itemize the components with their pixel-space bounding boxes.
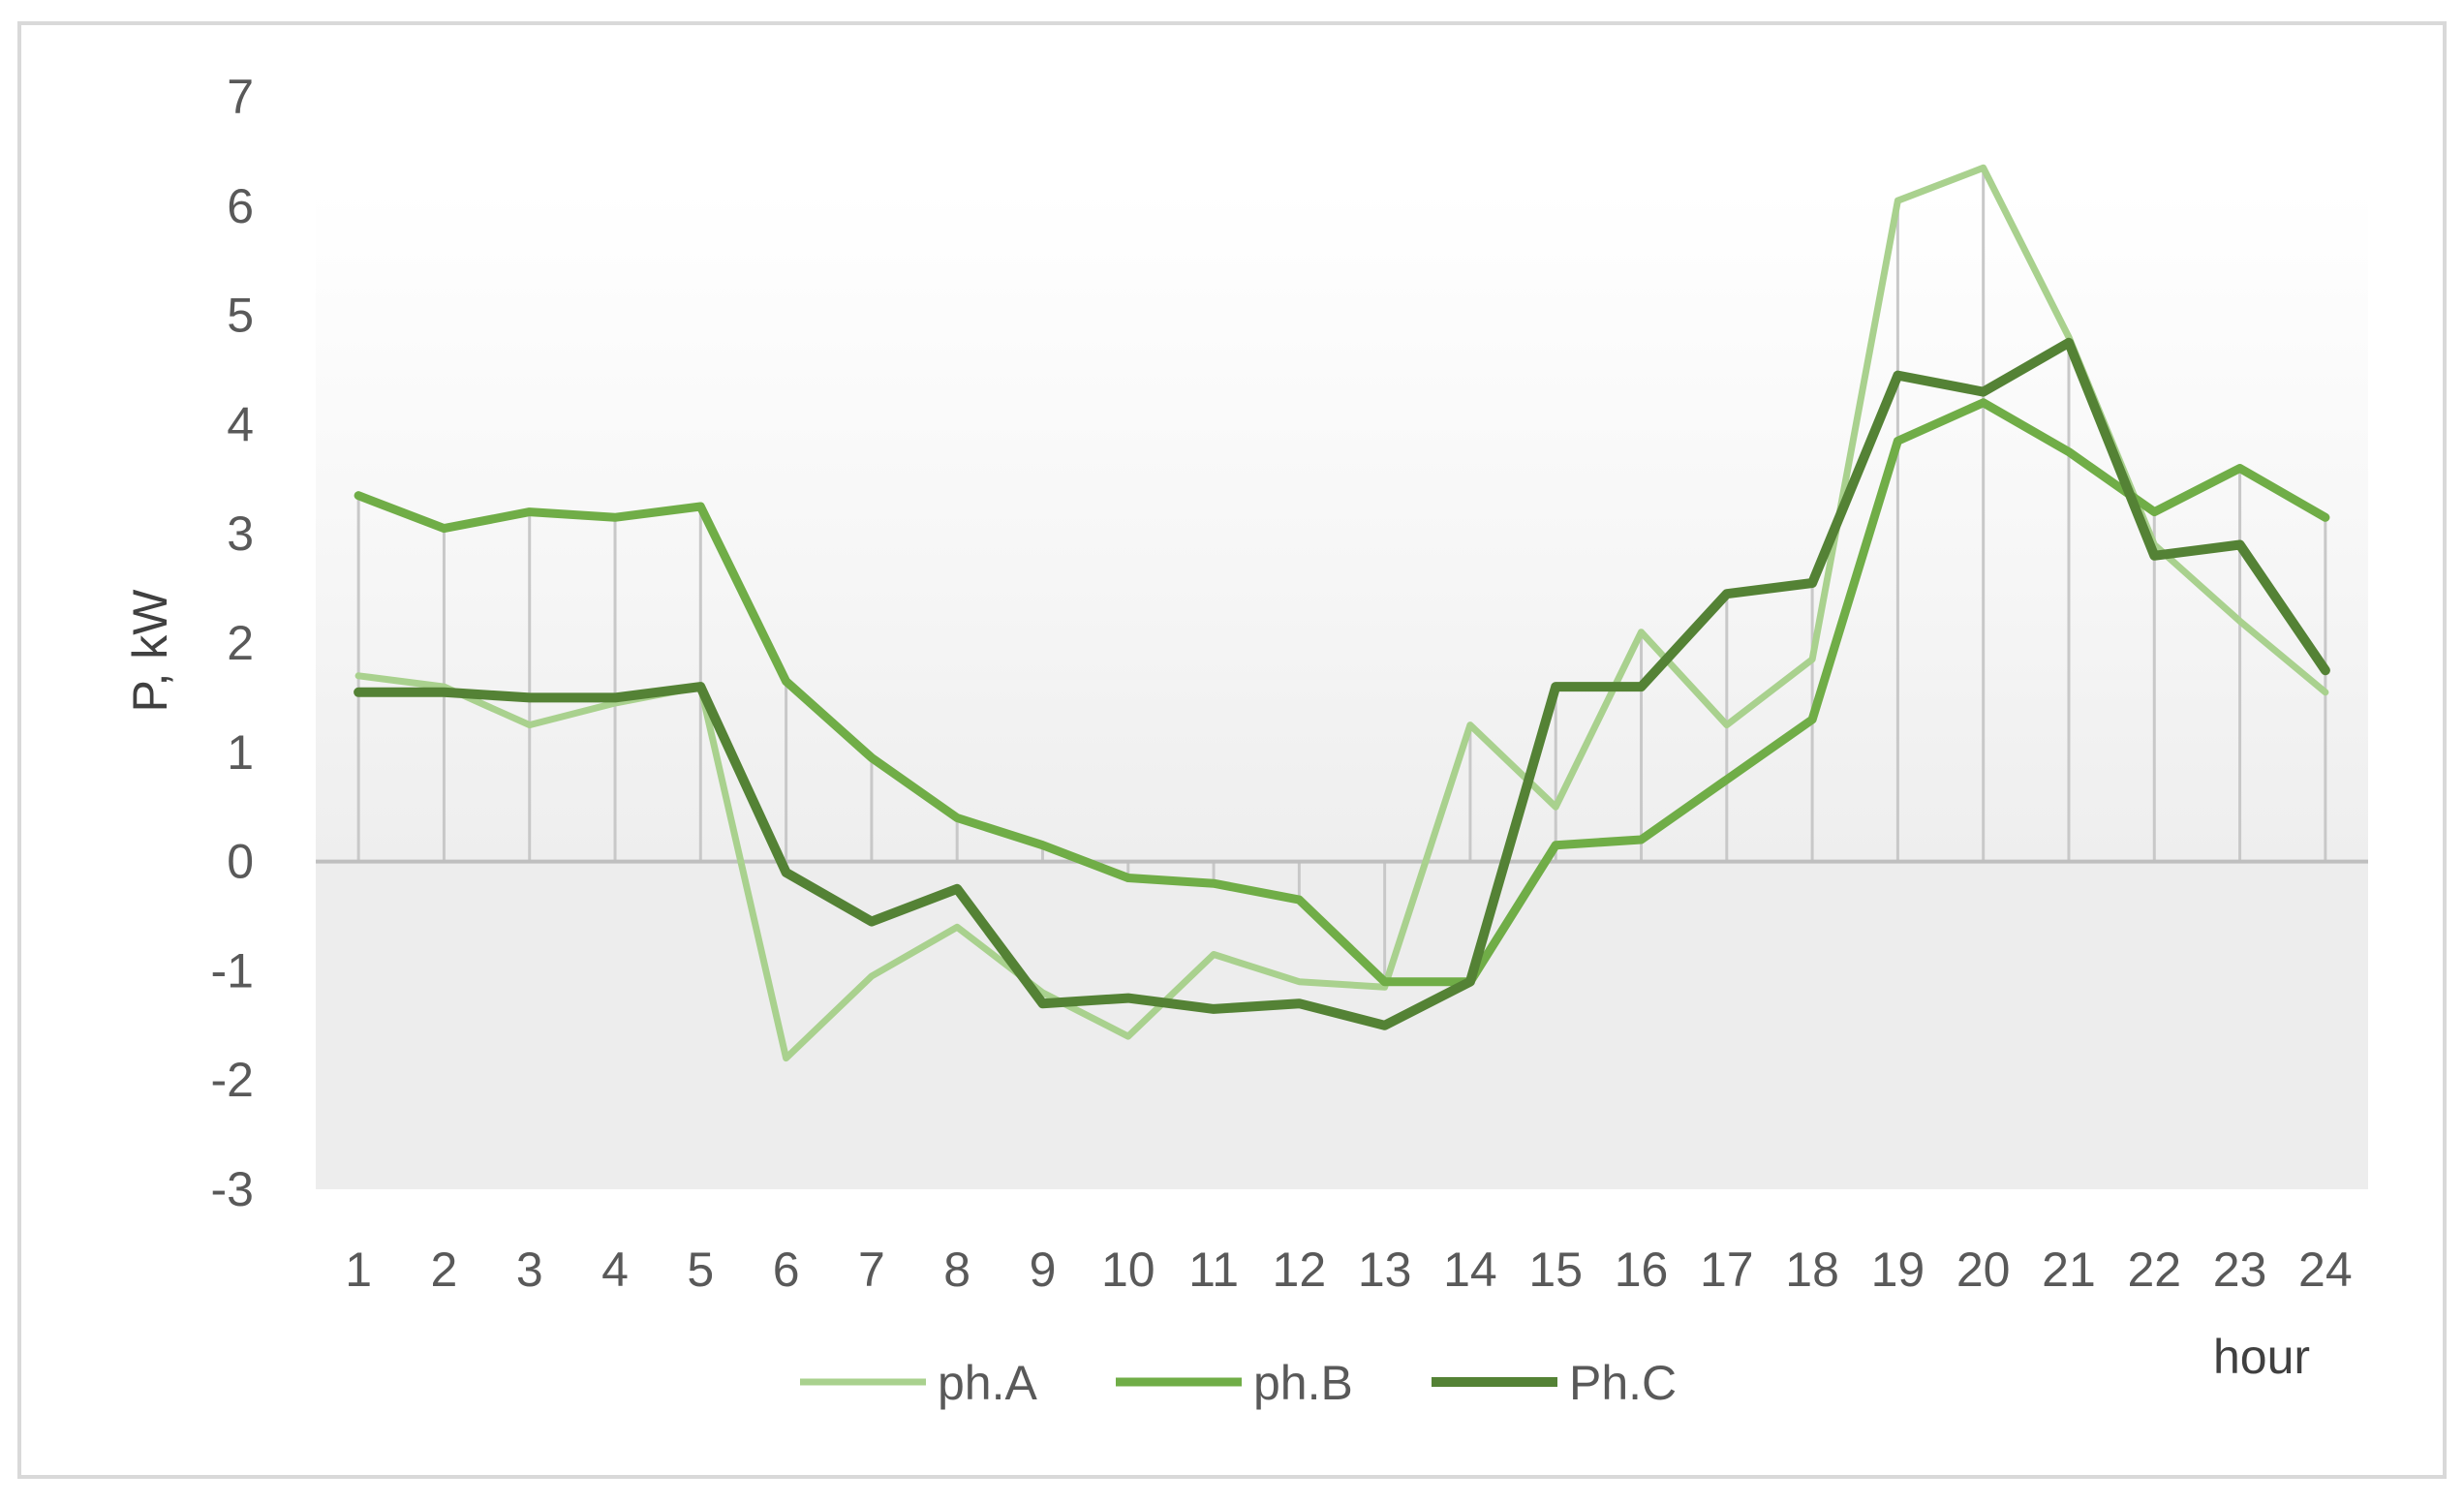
x-tick-label: 1 [345,1243,372,1297]
x-tick-label: 6 [773,1243,800,1297]
x-tick-label: 16 [1615,1243,1669,1297]
legend-item: Ph.C [1432,1356,1677,1410]
x-tick-label: 13 [1358,1243,1412,1297]
x-tick-label: 11 [1188,1243,1239,1297]
x-tick-label: 23 [2213,1243,2267,1297]
plot-area-background [316,189,2368,862]
series-line-3 [354,337,2330,1030]
x-tick-label: 20 [1956,1243,2011,1297]
y-tick-label: 1 [227,725,254,780]
x-tick-label: 21 [2042,1243,2096,1297]
x-tick-label: 18 [1785,1243,1839,1297]
y-tick-label: -3 [211,1162,254,1216]
x-tick-label: 8 [943,1243,970,1297]
y-axis-title: P, kW [123,589,177,713]
legend-label: Ph.C [1569,1356,1677,1410]
x-tick-label: 19 [1871,1243,1925,1297]
x-tick-label: 15 [1528,1243,1583,1297]
x-tick-label: 14 [1443,1243,1497,1297]
x-tick-label: 2 [431,1243,458,1297]
x-tick-label: 3 [516,1243,543,1297]
y-tick-label: -2 [211,1053,254,1107]
x-tick-label: 5 [687,1243,714,1297]
legend: ph.A ph.B Ph.C [800,1356,1677,1410]
x-tick-label: 9 [1030,1243,1057,1297]
legend-item: ph.A [800,1356,1038,1410]
y-tick-label: -1 [211,943,254,998]
y-tick-label: 5 [227,289,254,343]
y-tick-label: 4 [227,397,254,451]
y-tick-label: 3 [227,506,254,561]
legend-label: ph.A [938,1356,1038,1410]
y-tick-label: 0 [227,835,254,889]
legend-item: ph.B [1116,1356,1353,1410]
x-tick-label: 7 [858,1243,885,1297]
x-tick-label: 4 [601,1243,629,1297]
y-tick-label: 7 [227,70,254,124]
x-tick-label: 10 [1101,1243,1155,1297]
x-tick-label: 24 [2298,1243,2353,1297]
x-axis-ticks: 1 2 3 4 5 6 7 8 9 10 11 12 13 14 15 16 17 18 19 20 21 22 23 24 [345,1243,2352,1297]
plot-area-negative-background [316,861,2368,1189]
y-tick-label: 6 [227,179,254,233]
y-axis-ticks: 7 6 5 4 3 2 1 0 -1 -2 -3 [211,70,254,1216]
x-tick-label: 22 [2127,1243,2181,1297]
series-layer [354,164,2330,1062]
series-line-2 [354,398,2330,987]
x-tick-label: 12 [1273,1243,1327,1297]
legend-label: ph.B [1253,1356,1353,1410]
y-tick-label: 2 [227,616,254,670]
x-tick-label: 17 [1700,1243,1754,1297]
x-axis-title: hour [2213,1330,2310,1384]
